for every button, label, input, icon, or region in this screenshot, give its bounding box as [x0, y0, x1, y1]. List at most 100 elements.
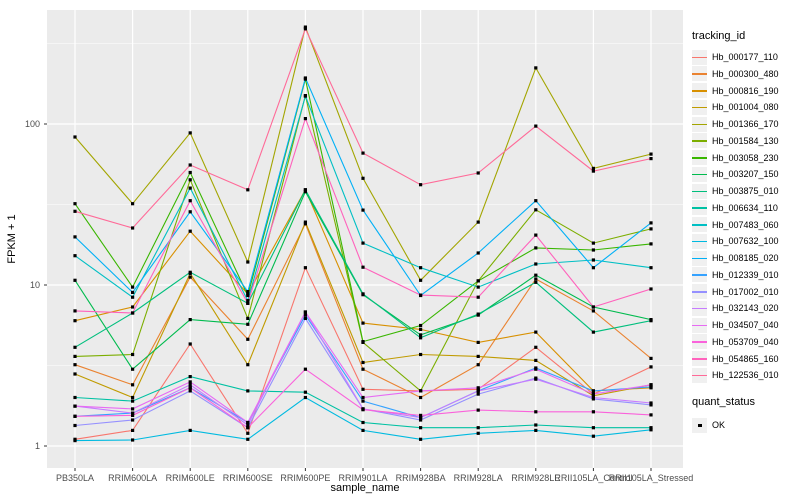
- data-point-marker: [361, 321, 365, 325]
- data-point-marker: [131, 418, 135, 422]
- plot-panel: [47, 10, 683, 468]
- data-point-marker: [649, 242, 653, 246]
- legend-item: Hb_034507_040: [692, 317, 779, 333]
- data-point-marker: [419, 426, 423, 430]
- data-point-marker: [188, 386, 192, 390]
- data-point-marker: [303, 220, 307, 224]
- x-tick-label: RRIM600LA: [108, 473, 158, 483]
- data-point-marker: [419, 413, 423, 417]
- legend-swatch: [692, 217, 707, 232]
- data-point-marker: [476, 426, 480, 430]
- data-point-marker: [591, 389, 595, 393]
- legend-swatch: [692, 267, 707, 283]
- data-point-marker: [246, 301, 250, 305]
- data-point-marker: [476, 340, 480, 344]
- data-point-marker: [188, 199, 192, 203]
- data-point-marker: [131, 367, 135, 371]
- legend-swatch: [692, 116, 707, 132]
- legend-item-label: Hb_122536_010: [712, 370, 779, 381]
- data-point-marker: [419, 336, 423, 340]
- data-point-marker: [246, 337, 250, 341]
- legend-swatch: [692, 317, 707, 333]
- data-point-marker: [131, 395, 135, 400]
- data-point-marker: [131, 352, 135, 357]
- data-point-marker: [188, 389, 192, 393]
- data-point-marker: [649, 356, 653, 360]
- data-point-marker: [534, 124, 538, 128]
- data-point-marker: [361, 428, 365, 432]
- legend-item-label: Hb_003207_150: [712, 169, 779, 180]
- data-point-marker: [534, 377, 538, 381]
- data-point-marker: [246, 290, 250, 294]
- data-point-marker: [534, 66, 538, 70]
- data-point-marker: [476, 220, 480, 224]
- data-point-marker: [419, 293, 423, 297]
- legend-line-icon: [692, 73, 707, 75]
- data-point-marker: [73, 423, 77, 428]
- data-point-marker: [534, 345, 538, 349]
- data-point-marker: [649, 383, 653, 387]
- data-point-marker: [591, 434, 595, 438]
- data-point-marker: [188, 375, 192, 379]
- data-point-marker: [361, 292, 365, 296]
- data-point-marker: [649, 428, 653, 432]
- data-point-marker: [188, 270, 192, 274]
- data-point-marker: [131, 285, 135, 289]
- data-point-marker: [591, 426, 595, 430]
- data-point-marker: [534, 410, 538, 414]
- data-point-marker: [361, 399, 365, 403]
- data-point-marker: [188, 428, 192, 432]
- tracking-id-legend-title: tracking_id: [692, 30, 746, 42]
- data-point-marker: [534, 367, 538, 371]
- data-point-marker: [534, 358, 538, 362]
- legend-item-label: Hb_001366_170: [712, 119, 779, 129]
- data-point-marker: [188, 170, 192, 175]
- x-tick-label: RRIM600SE: [222, 473, 273, 483]
- data-point-marker: [534, 280, 538, 284]
- data-point-marker: [188, 131, 192, 135]
- data-point-marker: [361, 340, 365, 344]
- data-point-marker: [419, 437, 423, 441]
- data-point-marker: [591, 410, 595, 414]
- data-point-marker: [303, 367, 307, 371]
- legend-swatch: [692, 83, 707, 98]
- data-point-marker: [591, 330, 595, 334]
- data-point-marker: [591, 258, 595, 262]
- data-point-marker: [649, 221, 653, 225]
- legend-swatch: [692, 150, 707, 165]
- data-point-marker: [246, 316, 250, 320]
- legend-item-label: Hb_034507_040: [712, 320, 779, 330]
- data-point-marker: [303, 76, 307, 80]
- data-point-marker: [303, 222, 307, 226]
- data-point-marker: [476, 251, 480, 255]
- data-point-marker: [649, 157, 653, 161]
- data-point-marker: [303, 190, 307, 194]
- data-point-marker: [73, 209, 77, 213]
- legend-item: Hb_054865_160: [692, 351, 779, 367]
- data-point-marker: [419, 333, 423, 337]
- quant-status-legend-title: quant_status: [692, 396, 755, 408]
- data-point-marker: [131, 202, 135, 206]
- legend-item-label: Hb_000816_190: [712, 85, 779, 96]
- data-point-marker: [476, 431, 480, 435]
- data-point-marker: [188, 186, 192, 190]
- legend-item-label: Hb_017002_010: [712, 286, 779, 297]
- data-point-marker: [73, 363, 77, 367]
- data-point-marker: [649, 287, 653, 291]
- legend-item-label: Hb_007483_060: [712, 219, 779, 230]
- data-point-marker: [131, 311, 135, 315]
- legend-swatch: [692, 49, 707, 65]
- data-point-marker: [73, 235, 77, 239]
- legend-item: Hb_003875_010: [692, 183, 779, 199]
- legend-panel: tracking_id Hb_000177_110 Hb_000300_480 Hb…: [692, 0, 800, 500]
- data-point-marker: [591, 266, 595, 270]
- legend-item-label: Hb_008185_020: [712, 253, 779, 263]
- data-point-marker: [131, 411, 135, 415]
- legend-item: Hb_001584_130: [692, 133, 779, 149]
- legend-swatch: [692, 250, 707, 266]
- legend-item-label: Hb_000177_110: [712, 52, 778, 62]
- data-point-marker: [188, 380, 192, 384]
- legend-swatch: [692, 166, 707, 182]
- data-point-marker: [591, 305, 595, 309]
- legend-line-icon: [692, 358, 707, 360]
